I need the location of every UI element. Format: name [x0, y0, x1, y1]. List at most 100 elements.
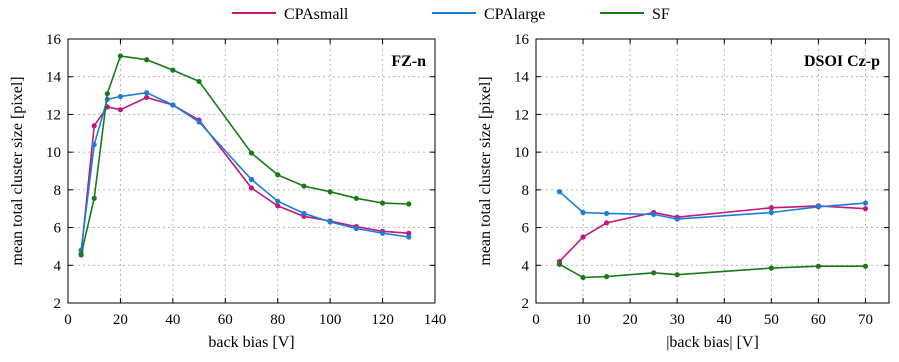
x-tick-label: 80	[270, 312, 285, 328]
x-tick-label: 10	[576, 312, 591, 328]
data-point	[91, 195, 97, 201]
y-tick-label: 6	[54, 221, 62, 237]
data-point	[379, 200, 386, 206]
data-point	[604, 274, 610, 280]
data-point	[604, 210, 610, 217]
data-point	[78, 252, 84, 258]
data-point	[815, 204, 822, 210]
data-point	[815, 263, 822, 269]
y-tick-label: 10	[46, 145, 61, 161]
data-point	[353, 195, 359, 201]
series-line	[558, 205, 866, 263]
plot-frame	[67, 38, 436, 304]
data-point	[674, 216, 680, 222]
y-tick-label: 12	[46, 107, 61, 123]
y-tick-label: 6	[522, 221, 530, 237]
data-point	[604, 220, 610, 226]
panel-label: DSOI Cz-p	[804, 53, 880, 70]
data-point	[674, 272, 680, 278]
data-point	[117, 53, 124, 59]
series-cpasmall	[556, 203, 869, 265]
data-point	[91, 142, 97, 148]
data-point	[196, 78, 202, 85]
data-point	[406, 230, 412, 236]
series-line	[558, 191, 866, 220]
x-tick-label: 140	[424, 312, 447, 328]
y-tick-label: 16	[46, 32, 62, 48]
y-tick-label: 12	[514, 107, 529, 123]
x-tick-label: 0	[532, 312, 540, 328]
y-tick-label: 10	[514, 145, 529, 161]
series-line	[80, 55, 409, 256]
data-point	[196, 119, 202, 125]
data-point	[556, 261, 563, 267]
data-point	[275, 203, 281, 209]
data-point	[170, 67, 176, 73]
x-tick-label: 60	[218, 312, 233, 328]
x-axis-label: back bias [V]	[208, 334, 294, 351]
x-tick-label: 70	[858, 312, 873, 328]
x-tick-label: 20	[623, 312, 638, 328]
y-tick-label: 16	[514, 32, 530, 48]
data-point	[301, 183, 307, 189]
series-line	[559, 263, 866, 279]
x-tick-label: 0	[64, 312, 72, 328]
series-cpalarge	[78, 90, 412, 253]
data-point	[768, 205, 774, 211]
series-line	[80, 96, 409, 255]
data-point	[117, 93, 124, 100]
y-tick-label: 4	[522, 258, 530, 274]
x-tick-label: 50	[764, 312, 779, 328]
data-point	[580, 209, 586, 216]
panel-label: FZ-n	[391, 53, 426, 70]
data-point	[327, 189, 333, 195]
x-tick-label: 100	[319, 312, 342, 328]
x-tick-label: 120	[371, 312, 394, 328]
data-point	[104, 91, 110, 97]
data-point	[580, 274, 586, 281]
series-sf	[78, 53, 412, 258]
data-point	[144, 94, 150, 101]
data-point	[327, 219, 333, 225]
legend: CPAsmall CPAlarge SF	[232, 6, 670, 23]
data-point	[768, 265, 774, 271]
x-tick-label: 40	[165, 312, 180, 328]
data-point	[862, 206, 869, 212]
chart-panel-dsoi-cz-p: 0 10 20 30 40 50 60 70 2 4 6 8 10 12 14 16 |back bias| […	[477, 32, 890, 351]
legend-label: SF	[652, 6, 670, 23]
y-tick-label: 2	[54, 296, 62, 312]
y-tick-label: 14	[514, 70, 530, 86]
data-point	[275, 172, 281, 178]
series-sf	[556, 261, 869, 281]
data-point	[651, 211, 657, 217]
data-point	[406, 234, 412, 240]
y-axis-label: mean total cluster size [pixel]	[477, 76, 494, 265]
x-tick-label: 60	[811, 312, 826, 328]
y-tick-label: 2	[522, 296, 530, 312]
data-point	[379, 230, 386, 236]
legend-label: CPAlarge	[484, 6, 545, 23]
data-point	[248, 150, 255, 156]
x-tick-label: 20	[113, 312, 128, 328]
x-tick-label: 40	[717, 312, 732, 328]
y-tick-label: 4	[54, 258, 62, 274]
legend-label: CPAsmall	[284, 6, 349, 23]
data-point	[768, 209, 774, 216]
data-point	[91, 123, 97, 129]
data-point	[862, 263, 869, 269]
data-point	[556, 189, 563, 195]
data-point	[248, 185, 255, 191]
y-tick-label: 8	[522, 183, 530, 199]
data-point	[248, 176, 255, 183]
chart-panel-fz-n: 0 20 40 60 80 100 120 140 2 4 6 8 10 12 14 16 back bias …	[9, 32, 446, 351]
y-tick-label: 8	[54, 183, 62, 199]
y-tick-label: 14	[46, 70, 62, 86]
series-cpalarge	[556, 189, 869, 222]
x-tick-label: 30	[670, 312, 685, 328]
data-point	[144, 57, 150, 63]
data-point	[406, 201, 412, 207]
data-point	[275, 198, 281, 204]
data-point	[651, 270, 657, 276]
plot-frame	[535, 38, 890, 304]
